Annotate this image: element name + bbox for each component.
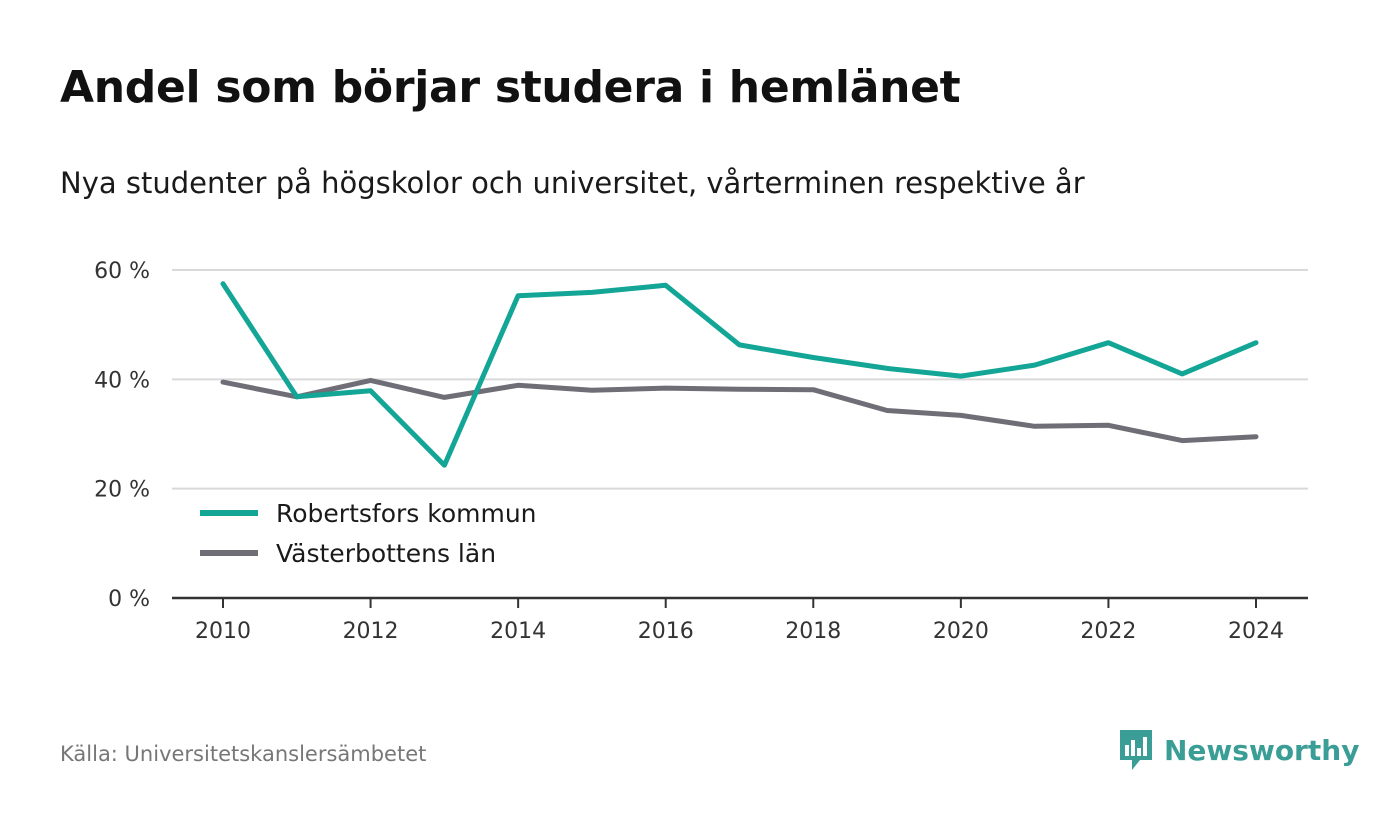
gridlines [172, 269, 1308, 600]
x-axis-tick-labels: 2010 2012 2014 2016 2018 2020 2022 2024 [195, 598, 1284, 644]
y-tick-label: 20 % [94, 478, 150, 503]
x-tick-label: 2012 [343, 619, 399, 644]
x-tick-label: 2014 [490, 619, 546, 644]
series-line-robertsfors-kommun [220, 281, 1259, 468]
x-tick-label: 2010 [195, 619, 251, 644]
series-lines [220, 281, 1259, 468]
legend-label: Västerbottens län [276, 539, 496, 568]
chart-title: Andel som börjar studera i hemlänet [60, 62, 961, 113]
newsworthy-logo-icon [1120, 730, 1152, 770]
chart-subtitle: Nya studenter på högskolor och universit… [60, 166, 1085, 200]
x-tick-label: 2022 [1080, 619, 1136, 644]
x-tick-label: 2018 [785, 619, 841, 644]
y-tick-label: 0 % [108, 587, 150, 612]
legend: Robertsfors kommun Västerbottens län [185, 490, 553, 578]
legend-background [185, 490, 553, 578]
brand-name: Newsworthy [1164, 733, 1360, 767]
x-tick-label: 2020 [933, 619, 989, 644]
series-line-v-sterbottens-l-n [220, 377, 1259, 444]
y-axis-tick-labels: 0 % 20 % 40 % 60 % [94, 259, 150, 612]
y-tick-label: 40 % [94, 368, 150, 393]
x-tick-label: 2016 [638, 619, 694, 644]
legend-label: Robertsfors kommun [276, 499, 537, 528]
x-tick-label: 2024 [1228, 619, 1284, 644]
source-note: Källa: Universitetskanslersämbetet [60, 742, 427, 766]
y-tick-label: 60 % [94, 259, 150, 284]
brand-logo: Newsworthy [1118, 728, 1359, 772]
